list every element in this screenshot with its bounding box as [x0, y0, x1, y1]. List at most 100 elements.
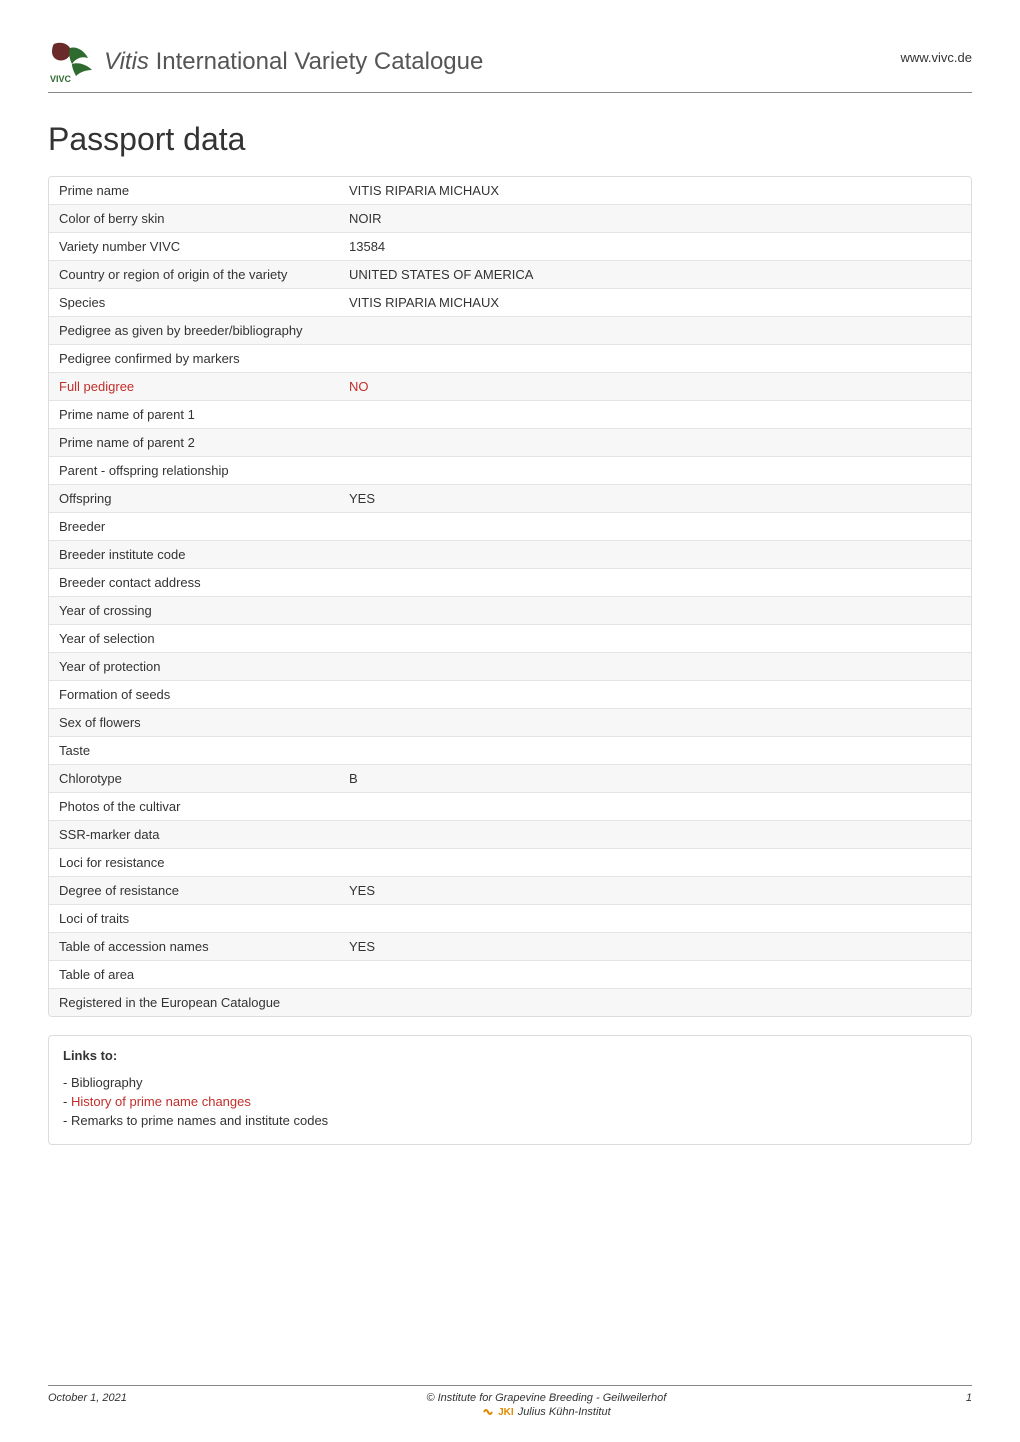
row-value: [339, 821, 971, 849]
row-value: [339, 653, 971, 681]
row-label: Breeder: [49, 513, 339, 541]
table-row: Table of accession namesYES: [49, 933, 971, 961]
row-label: Table of area: [49, 961, 339, 989]
table-row: Prime name of parent 1: [49, 401, 971, 429]
row-value: [339, 569, 971, 597]
row-label: Full pedigree: [49, 373, 339, 401]
row-label: Table of accession names: [49, 933, 339, 961]
row-value: [339, 597, 971, 625]
row-label: Year of crossing: [49, 597, 339, 625]
row-label: Registered in the European Catalogue: [49, 989, 339, 1016]
site-url-link[interactable]: www.vivc.de: [900, 40, 972, 65]
row-value[interactable]: YES: [339, 485, 971, 513]
table-row: Pedigree as given by breeder/bibliograph…: [49, 317, 971, 345]
page-header: VIVC Vitis International Variety Catalog…: [48, 40, 972, 93]
site-title-rest: International Variety Catalogue: [149, 48, 483, 75]
table-row: Parent - offspring relationship: [49, 457, 971, 485]
row-value: [339, 905, 971, 933]
row-label: Degree of resistance: [49, 877, 339, 905]
links-item-link[interactable]: Bibliography: [71, 1075, 143, 1090]
row-value: NOIR: [339, 205, 971, 233]
table-row: Year of crossing: [49, 597, 971, 625]
row-label: Prime name of parent 2: [49, 429, 339, 457]
row-label: Prime name of parent 1: [49, 401, 339, 429]
table-row: Variety number VIVC13584: [49, 233, 971, 261]
row-value: [339, 401, 971, 429]
logo-title-group: VIVC Vitis International Variety Catalog…: [48, 40, 483, 84]
table-row: OffspringYES: [49, 485, 971, 513]
links-box: Links to: - Bibliography- History of pri…: [48, 1035, 972, 1145]
passport-data-tbody: Prime nameVITIS RIPARIA MICHAUXColor of …: [49, 177, 971, 1016]
row-value: [339, 457, 971, 485]
row-label: Breeder contact address: [49, 569, 339, 597]
row-label: Chlorotype: [49, 765, 339, 793]
row-value[interactable]: YES: [339, 933, 971, 961]
table-row: Table of area: [49, 961, 971, 989]
row-label-link[interactable]: Full pedigree: [59, 379, 134, 394]
row-label: Prime name: [49, 177, 339, 205]
row-label: Species: [49, 289, 339, 317]
site-title: Vitis International Variety Catalogue: [104, 48, 483, 76]
row-value: [339, 849, 971, 877]
row-label: Country or region of origin of the varie…: [49, 261, 339, 289]
row-value: [339, 709, 971, 737]
row-value[interactable]: YES: [339, 877, 971, 905]
row-value: [339, 513, 971, 541]
table-row: Taste: [49, 737, 971, 765]
links-item-link[interactable]: Remarks to prime names and institute cod…: [71, 1113, 328, 1128]
row-value[interactable]: NO: [339, 373, 971, 401]
row-label: Color of berry skin: [49, 205, 339, 233]
jki-logo-icon: [482, 1406, 494, 1418]
row-value: VITIS RIPARIA MICHAUX: [339, 289, 971, 317]
passport-data-table: Prime nameVITIS RIPARIA MICHAUXColor of …: [48, 176, 972, 1017]
row-value: [339, 317, 971, 345]
jki-label: JKI: [498, 1407, 514, 1418]
table-row: Breeder contact address: [49, 569, 971, 597]
table-row: Registered in the European Catalogue: [49, 989, 971, 1016]
footer-center: © Institute for Grapevine Breeding - Gei…: [127, 1392, 966, 1418]
links-item: - Bibliography: [63, 1075, 957, 1090]
row-label: Variety number VIVC: [49, 233, 339, 261]
table-row: Formation of seeds: [49, 681, 971, 709]
table-row: Sex of flowers: [49, 709, 971, 737]
page-footer: October 1, 2021 © Institute for Grapevin…: [48, 1385, 972, 1418]
page-title: Passport data: [48, 121, 972, 158]
footer-institute: Julius Kühn-Institut: [518, 1406, 611, 1418]
table-row: Degree of resistanceYES: [49, 877, 971, 905]
row-label: Formation of seeds: [49, 681, 339, 709]
table-row: ChlorotypeB: [49, 765, 971, 793]
footer-date: October 1, 2021: [48, 1392, 127, 1418]
links-item-link[interactable]: History of prime name changes: [71, 1094, 251, 1109]
table-row: Pedigree confirmed by markers: [49, 345, 971, 373]
footer-copyright: © Institute for Grapevine Breeding - Gei…: [426, 1392, 666, 1404]
table-row: Full pedigree NO: [49, 373, 971, 401]
row-label: Taste: [49, 737, 339, 765]
row-value: [339, 345, 971, 373]
row-value[interactable]: UNITED STATES OF AMERICA: [339, 261, 971, 289]
row-label: Loci of traits: [49, 905, 339, 933]
table-row: SpeciesVITIS RIPARIA MICHAUX: [49, 289, 971, 317]
row-value: 13584: [339, 233, 971, 261]
row-label: Photos of the cultivar: [49, 793, 339, 821]
row-value: [339, 793, 971, 821]
links-item: - Remarks to prime names and institute c…: [63, 1113, 957, 1128]
row-label: Pedigree as given by breeder/bibliograph…: [49, 317, 339, 345]
table-row: Year of protection: [49, 653, 971, 681]
row-value: [339, 989, 971, 1016]
row-value: [339, 429, 971, 457]
table-row: Photos of the cultivar: [49, 793, 971, 821]
table-row: Loci for resistance: [49, 849, 971, 877]
table-row: Breeder institute code: [49, 541, 971, 569]
table-row: SSR-marker data: [49, 821, 971, 849]
table-row: Breeder: [49, 513, 971, 541]
row-label: Offspring: [49, 485, 339, 513]
table-row: Year of selection: [49, 625, 971, 653]
row-label: Sex of flowers: [49, 709, 339, 737]
row-value: B: [339, 765, 971, 793]
table-row: Color of berry skinNOIR: [49, 205, 971, 233]
row-value: [339, 625, 971, 653]
footer-page-number: 1: [966, 1392, 972, 1418]
table-row: Prime nameVITIS RIPARIA MICHAUX: [49, 177, 971, 205]
table-row: Country or region of origin of the varie…: [49, 261, 971, 289]
footer-jki-line: JKI Julius Kühn-Institut: [127, 1406, 966, 1418]
